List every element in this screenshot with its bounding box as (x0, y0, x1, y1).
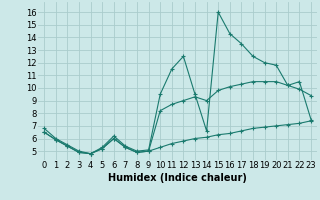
X-axis label: Humidex (Indice chaleur): Humidex (Indice chaleur) (108, 173, 247, 183)
